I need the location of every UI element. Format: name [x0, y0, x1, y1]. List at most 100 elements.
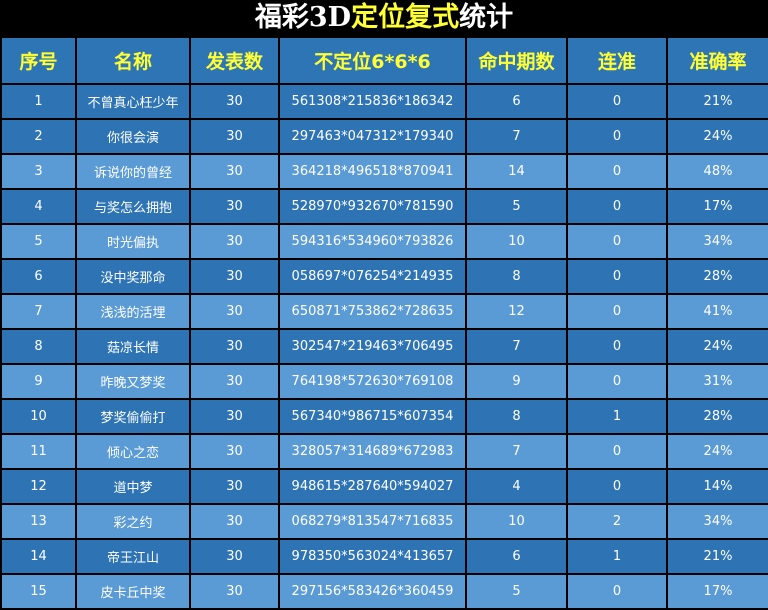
cell-hits: 8: [465, 398, 568, 435]
cell-hits: 7: [465, 118, 568, 155]
table-row: 14 帝王江山 30 978350*563024*413657 6 1 21%: [0, 538, 768, 575]
cell-index: 14: [0, 538, 77, 575]
header-col-name: 名称: [75, 36, 191, 85]
cell-hits: 8: [465, 258, 568, 295]
cell-numbers: 068279*813547*716835: [278, 503, 467, 540]
table-row: 7 浅浅的活埋 30 650871*753862*728635 12 0 41%: [0, 293, 768, 330]
cell-posts: 30: [189, 83, 280, 120]
table-row: 11 倾心之恋 30 328057*314689*672983 7 0 24%: [0, 433, 768, 470]
cell-streak: 0: [566, 188, 668, 225]
header-row: 序号 名称 发表数 不定位6*6*6 命中期数 连准 准确率: [0, 36, 768, 85]
cell-hits: 10: [465, 223, 568, 260]
cell-posts: 30: [189, 433, 280, 470]
cell-hits: 5: [465, 573, 568, 610]
title-part-1: 福彩3D: [254, 2, 352, 33]
cell-name: 昨晚又梦奖: [75, 363, 191, 400]
title-part-2: 定位复式: [351, 2, 460, 33]
cell-posts: 30: [189, 153, 280, 190]
table-row: 3 诉说你的曾经 30 364218*496518*870941 14 0 48%: [0, 153, 768, 190]
table-row: 4 与奖怎么拥抱 30 528970*932670*781590 5 0 17%: [0, 188, 768, 225]
cell-index: 15: [0, 573, 77, 610]
cell-accuracy: 17%: [666, 573, 768, 610]
cell-accuracy: 48%: [666, 153, 768, 190]
cell-accuracy: 28%: [666, 398, 768, 435]
cell-hits: 9: [465, 363, 568, 400]
cell-accuracy: 41%: [666, 293, 768, 330]
cell-accuracy: 24%: [666, 328, 768, 365]
cell-numbers: 302547*219463*706495: [278, 328, 467, 365]
cell-name: 没中奖那命: [75, 258, 191, 295]
cell-streak: 0: [566, 118, 668, 155]
cell-index: 5: [0, 223, 77, 260]
table-row: 2 你很会演 30 297463*047312*179340 7 0 24%: [0, 118, 768, 155]
cell-name: 帝王江山: [75, 538, 191, 575]
cell-name: 菇凉长情: [75, 328, 191, 365]
cell-numbers: 764198*572630*769108: [278, 363, 467, 400]
header-col-numbers: 不定位6*6*6: [278, 36, 467, 85]
cell-numbers: 561308*215836*186342: [278, 83, 467, 120]
cell-streak: 0: [566, 573, 668, 610]
cell-index: 6: [0, 258, 77, 295]
cell-name: 诉说你的曾经: [75, 153, 191, 190]
table-row: 6 没中奖那命 30 058697*076254*214935 8 0 28%: [0, 258, 768, 295]
cell-name: 浅浅的活埋: [75, 293, 191, 330]
cell-hits: 5: [465, 188, 568, 225]
cell-posts: 30: [189, 188, 280, 225]
table-row: 13 彩之约 30 068279*813547*716835 10 2 34%: [0, 503, 768, 540]
cell-streak: 1: [566, 538, 668, 575]
cell-streak: 0: [566, 468, 668, 505]
cell-posts: 30: [189, 293, 280, 330]
header-col-posts: 发表数: [189, 36, 280, 85]
cell-streak: 0: [566, 328, 668, 365]
cell-accuracy: 28%: [666, 258, 768, 295]
cell-streak: 0: [566, 223, 668, 260]
cell-index: 2: [0, 118, 77, 155]
cell-streak: 0: [566, 433, 668, 470]
cell-name: 你很会演: [75, 118, 191, 155]
cell-posts: 30: [189, 223, 280, 260]
cell-numbers: 058697*076254*214935: [278, 258, 467, 295]
cell-numbers: 650871*753862*728635: [278, 293, 467, 330]
cell-name: 梦奖偷偷打: [75, 398, 191, 435]
cell-numbers: 297156*583426*360459: [278, 573, 467, 610]
cell-name: 倾心之恋: [75, 433, 191, 470]
cell-streak: 0: [566, 153, 668, 190]
cell-name: 不曾真心枉少年: [75, 83, 191, 120]
header-col-hits: 命中期数: [465, 36, 568, 85]
cell-posts: 30: [189, 328, 280, 365]
cell-hits: 12: [465, 293, 568, 330]
cell-streak: 0: [566, 293, 668, 330]
cell-numbers: 978350*563024*413657: [278, 538, 467, 575]
cell-numbers: 328057*314689*672983: [278, 433, 467, 470]
cell-accuracy: 24%: [666, 433, 768, 470]
cell-index: 9: [0, 363, 77, 400]
cell-posts: 30: [189, 118, 280, 155]
cell-numbers: 364218*496518*870941: [278, 153, 467, 190]
cell-hits: 10: [465, 503, 568, 540]
cell-hits: 6: [465, 83, 568, 120]
cell-streak: 0: [566, 363, 668, 400]
cell-accuracy: 14%: [666, 468, 768, 505]
cell-index: 8: [0, 328, 77, 365]
cell-posts: 30: [189, 468, 280, 505]
cell-index: 10: [0, 398, 77, 435]
table-row: 10 梦奖偷偷打 30 567340*986715*607354 8 1 28%: [0, 398, 768, 435]
cell-numbers: 948615*287640*594027: [278, 468, 467, 505]
cell-accuracy: 21%: [666, 83, 768, 120]
cell-streak: 0: [566, 83, 668, 120]
header-col-index: 序号: [0, 36, 77, 85]
cell-index: 1: [0, 83, 77, 120]
cell-accuracy: 17%: [666, 188, 768, 225]
stats-table: 序号 名称 发表数 不定位6*6*6 命中期数 连准 准确率 1 不曾真心枉少年 30 56130…: [0, 36, 768, 610]
cell-index: 11: [0, 433, 77, 470]
cell-numbers: 297463*047312*179340: [278, 118, 467, 155]
cell-posts: 30: [189, 258, 280, 295]
cell-index: 7: [0, 293, 77, 330]
cell-accuracy: 24%: [666, 118, 768, 155]
cell-name: 与奖怎么拥抱: [75, 188, 191, 225]
table-row: 12 道中梦 30 948615*287640*594027 4 0 14%: [0, 468, 768, 505]
cell-streak: 1: [566, 398, 668, 435]
cell-name: 皮卡丘中奖: [75, 573, 191, 610]
cell-accuracy: 34%: [666, 503, 768, 540]
title-part-3: 统计: [459, 2, 514, 33]
